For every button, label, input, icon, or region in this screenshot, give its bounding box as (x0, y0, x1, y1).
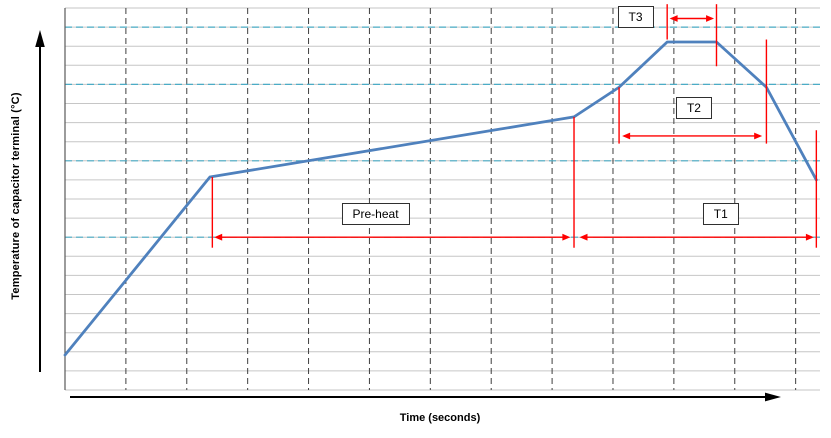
t1-label: T1 (702, 203, 739, 226)
x-axis-arrow (70, 392, 781, 402)
t3-label: T3 (617, 5, 654, 28)
annotation-markers (211, 4, 818, 248)
vertical-gridlines (125, 8, 797, 390)
t3-arrow (669, 15, 715, 22)
preheat-arrow (214, 233, 571, 241)
preheat-label: Pre-heat (341, 203, 410, 226)
temperature-line (63, 40, 818, 357)
y-axis-arrow (35, 30, 45, 372)
x-axis-title: Time (seconds) (399, 412, 481, 424)
horizontal-gridlines (65, 7, 820, 391)
t2-arrow (622, 132, 763, 140)
t2-label: T2 (675, 97, 712, 120)
t1-arrow (579, 233, 814, 241)
y-axis-title: Temperature of capacitor terminal (°C) (10, 92, 22, 300)
